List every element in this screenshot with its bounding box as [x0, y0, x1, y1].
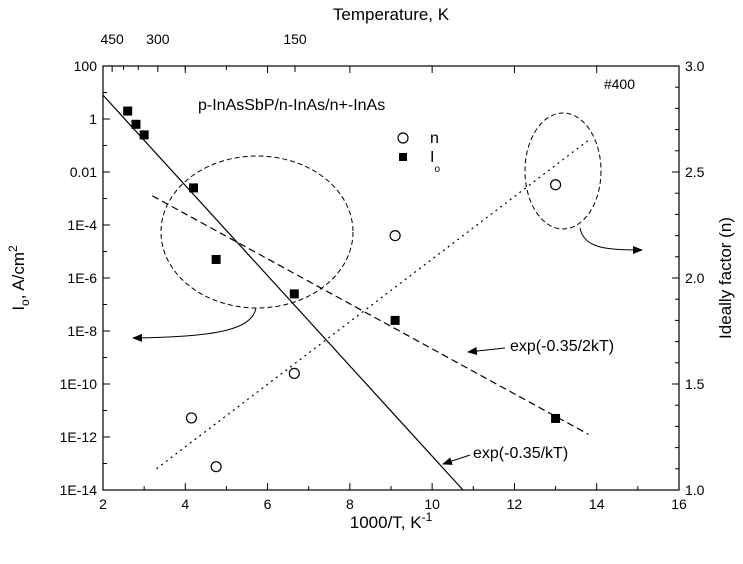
- left-axis-pointer-arrow: [132, 307, 257, 342]
- n-point: [549, 179, 562, 191]
- y-right-tick-label: 1.5: [685, 376, 705, 392]
- top-axis-tick-label: 150: [283, 31, 307, 47]
- x-tick-label: 4: [181, 496, 189, 512]
- y-left-tick-label: 1: [89, 111, 97, 127]
- top-axis-tick-label: 450: [100, 31, 124, 47]
- right-axis-pointer-arrow: [579, 227, 643, 254]
- io-point: [551, 413, 561, 423]
- left-axis-title: Io, A/cm2: [6, 245, 32, 311]
- y-left-tick-label: 1E-8: [67, 323, 97, 339]
- left-axis-title-main: I: [9, 306, 28, 311]
- n-point: [288, 367, 300, 379]
- legend-marker-io: [399, 153, 407, 161]
- left-axis-title-subscript: o: [18, 299, 32, 306]
- legend-label-n: n: [430, 130, 439, 147]
- sample-label: #400: [604, 76, 635, 92]
- top-axis-tick-label: 300: [146, 31, 170, 47]
- fit-line-dashed: [152, 195, 589, 435]
- fit-line-dotted: [156, 139, 589, 470]
- left-axis-title-rest: , A/cm: [9, 252, 28, 299]
- io-point: [289, 289, 299, 299]
- x-tick-label: 2: [99, 496, 107, 512]
- y-left-tick-label: 1E-6: [67, 270, 97, 286]
- io-point: [189, 183, 199, 193]
- n-point: [210, 461, 222, 473]
- y-left-ticks: 100 1 0.01 1E-4 1E-6 1E-8 1E-10 1E-12 1E-14: [60, 58, 110, 498]
- fit-lines: [102, 94, 589, 491]
- fit-line-solid: [102, 94, 464, 491]
- fit-label-full-activation: exp(-0.35/kT): [473, 445, 568, 462]
- io-point: [131, 119, 141, 129]
- legend-marker-n: [397, 132, 409, 144]
- x-tick-label: 12: [507, 496, 523, 512]
- left-axis-title-superscript: 2: [6, 245, 20, 252]
- legend-label-io-subscript: o: [434, 164, 440, 175]
- right-axis-group-ellipse: [524, 112, 602, 230]
- plot-frame: [102, 65, 680, 491]
- io-point: [139, 130, 149, 140]
- x-axis-title-superscript: -1: [422, 510, 433, 524]
- fit-label-half-activation: exp(-0.35/2kT): [510, 338, 614, 355]
- x-tick-label: 10: [424, 496, 440, 512]
- y-right-tick-label: 2.5: [685, 164, 705, 180]
- y-left-tick-label: 1E-12: [60, 429, 98, 445]
- fit-label-arrow-half: [467, 347, 506, 356]
- io-point: [211, 254, 221, 264]
- io-point: [123, 106, 133, 116]
- x-axis-title: 1000/T, K-1: [350, 510, 433, 532]
- legend: n Io: [397, 130, 440, 175]
- fit-label-arrow-full: [442, 454, 471, 465]
- y-left-tick-label: 0.01: [70, 164, 97, 180]
- io-point: [390, 315, 400, 325]
- x-tick-label: 6: [264, 496, 272, 512]
- y-left-tick-label: 1E-10: [60, 376, 98, 392]
- legend-label-io-main: I: [430, 149, 434, 166]
- legend-label-io: Io: [430, 149, 440, 175]
- n-point: [185, 412, 198, 424]
- y-right-tick-label: 1.0: [685, 482, 705, 498]
- x-tick-label: 16: [671, 496, 687, 512]
- data-points: [123, 106, 562, 473]
- y-right-tick-label: 3.0: [685, 58, 705, 74]
- x-axis-title-main: 1000/T, K: [350, 513, 422, 532]
- right-axis-title: Ideally factor (n): [716, 217, 735, 339]
- left-axis-group-ellipse: [160, 155, 354, 309]
- y-left-tick-label: 100: [74, 58, 98, 74]
- top-axis-title: Temperature, K: [333, 5, 450, 24]
- x-tick-label: 14: [589, 496, 605, 512]
- y-left-tick-label: 1E-14: [60, 482, 98, 498]
- x-bottom-ticks: 2 4 6 8 10 12 14 16: [99, 66, 687, 512]
- x-top-ticks: 450 300 150: [100, 31, 307, 72]
- x-tick-label: 8: [346, 496, 354, 512]
- n-point: [389, 230, 401, 242]
- y-right-ticks: 3.0 2.5 2.0 1.5 1.0: [672, 58, 705, 498]
- structure-label: p-InAsSbP/n-InAs/n+-InAs: [198, 97, 385, 114]
- y-right-tick-label: 2.0: [685, 270, 705, 286]
- y-left-tick-label: 1E-4: [67, 217, 97, 233]
